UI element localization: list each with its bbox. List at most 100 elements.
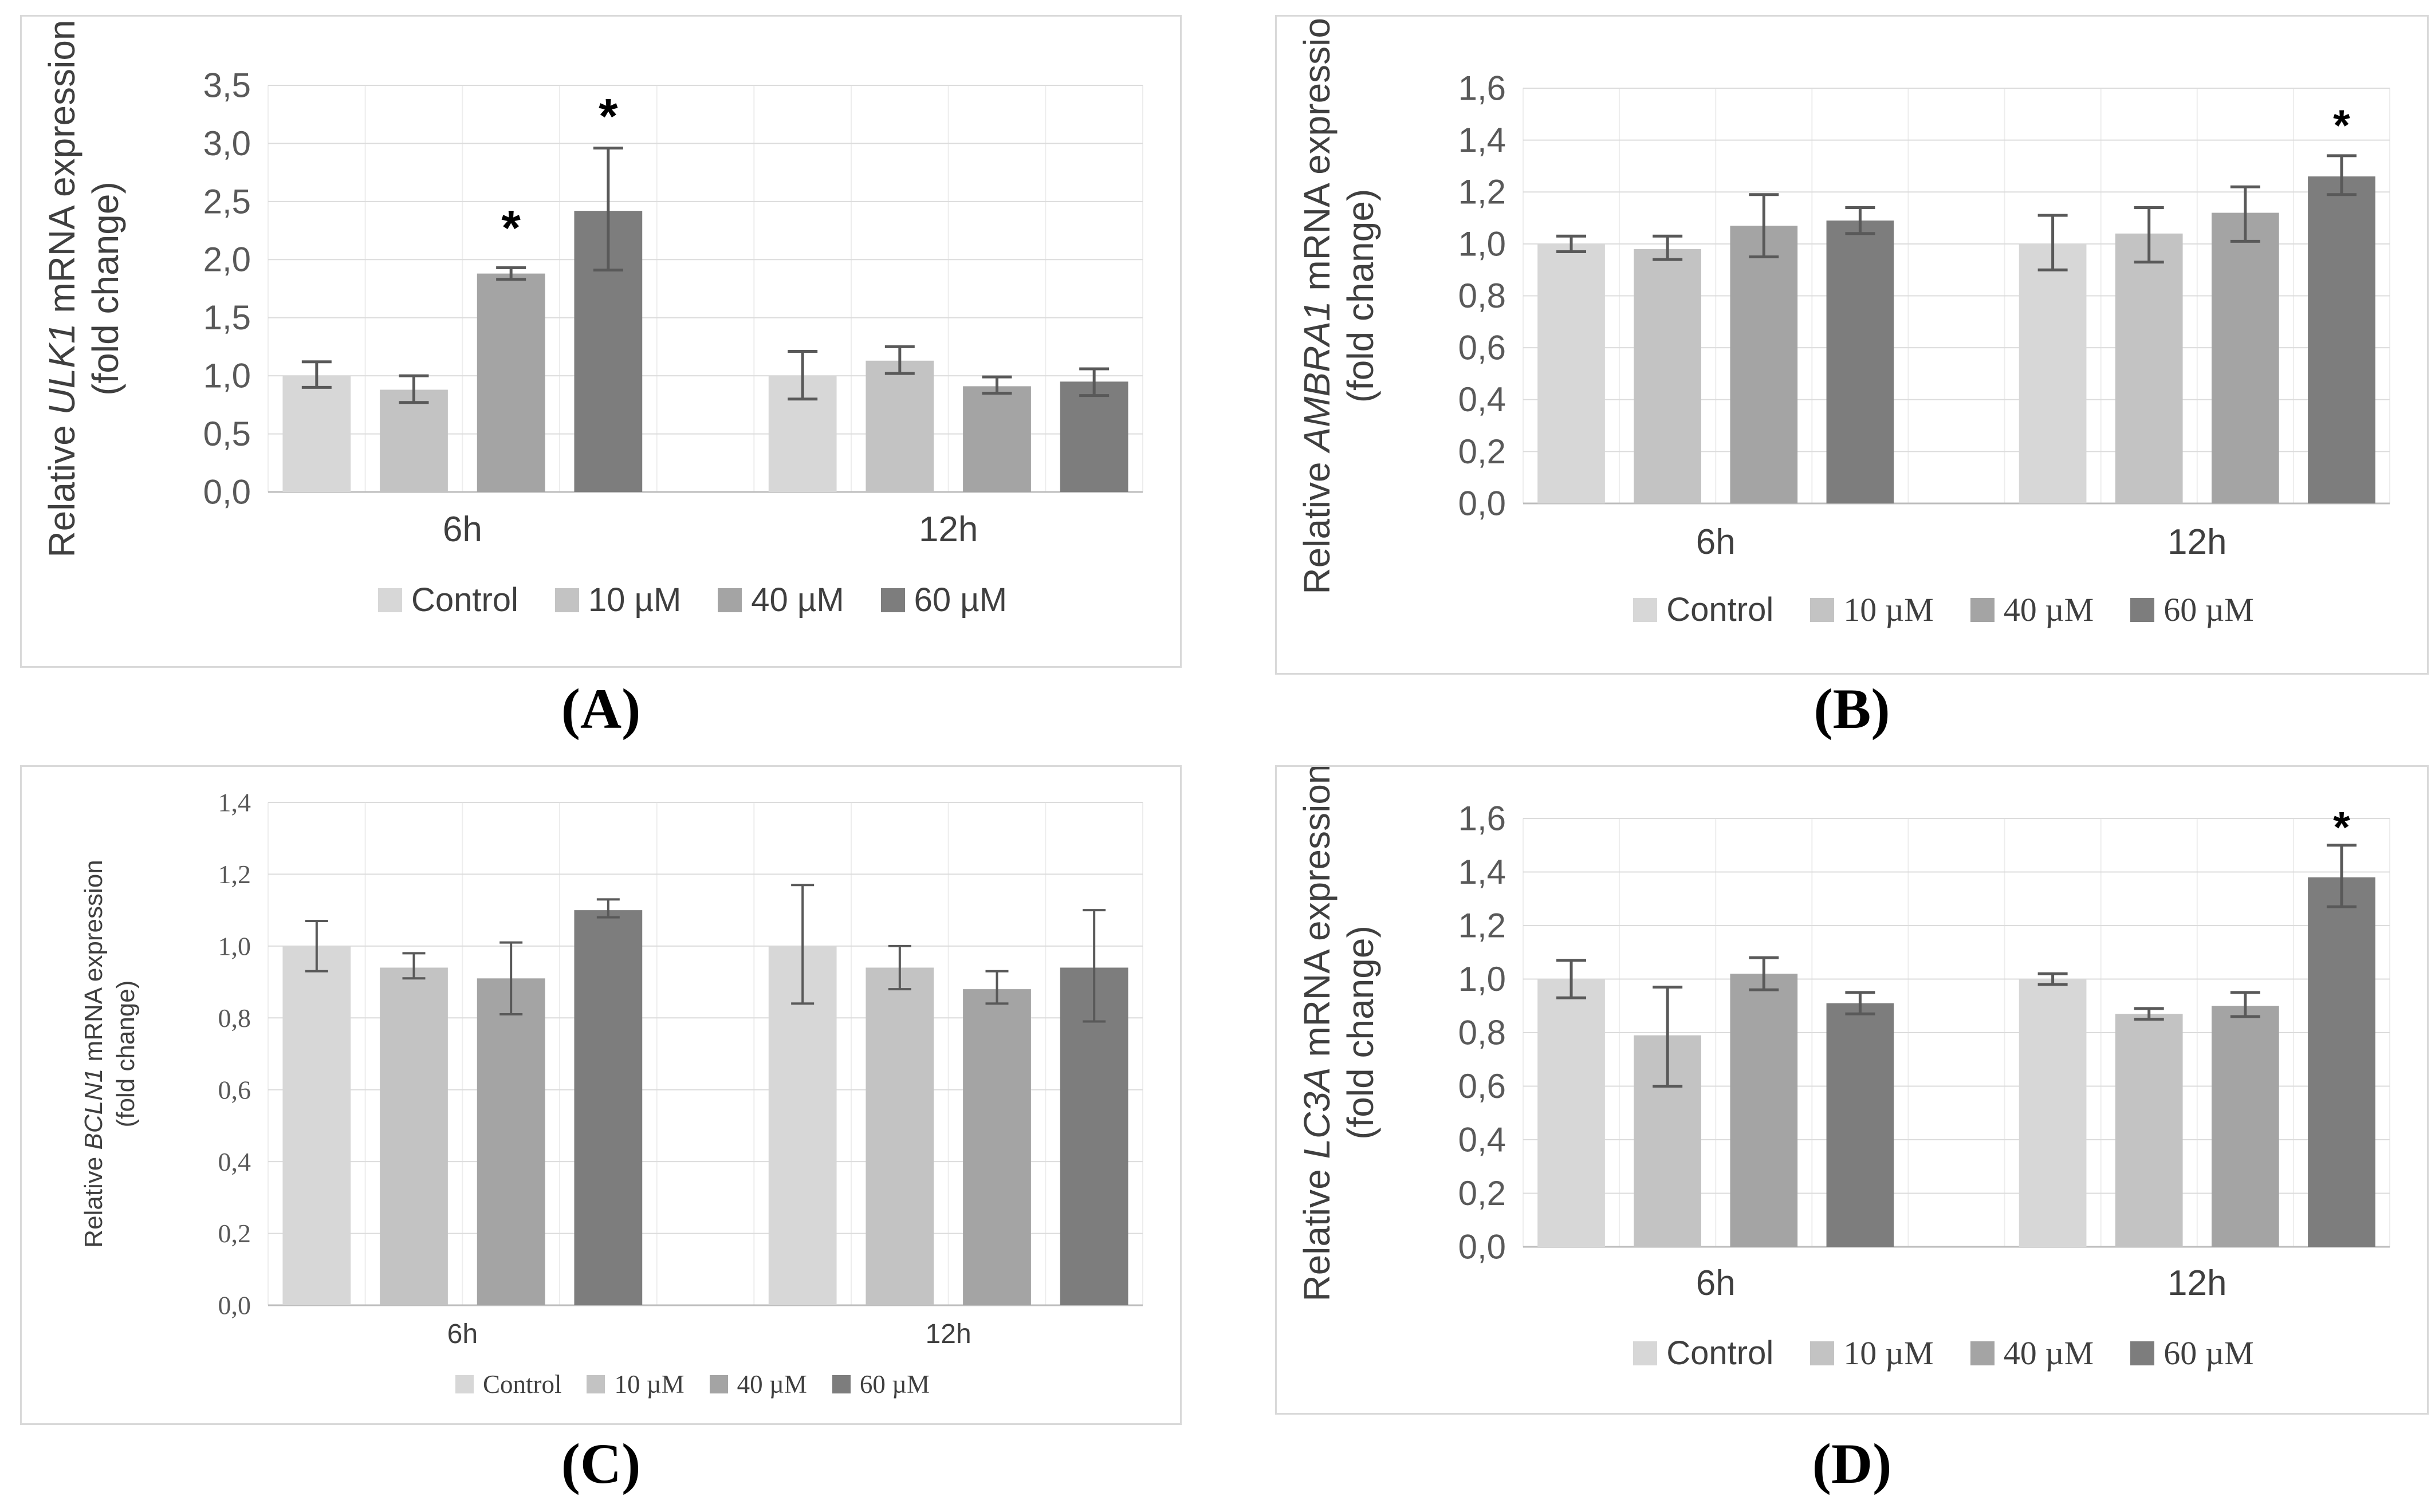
control-swatch-icon [1633,597,1658,622]
legend-item-control: Control [1633,590,1773,629]
legend-item-10um: 10 µM [1810,590,1934,629]
legend-label-60um: 60 µM [859,1370,930,1399]
legend-label-40um: 40 µM [2003,1334,2094,1372]
y-tick-label: 1,4 [1458,853,1506,891]
control-swatch-icon [1633,1341,1658,1365]
error-bar [305,919,328,972]
bar-Control-6h [1537,979,1605,1247]
legend-label-10um: 10 µM [614,1370,685,1399]
error-bar [788,350,818,401]
y-axis-label: Relative LC3A mRNA expression [1296,767,1338,1302]
panel-caption-c: (C) [561,1432,641,1495]
error-bar [2326,154,2357,196]
bar-60µM-6h [1826,220,1894,503]
category-label: 12h [2167,1263,2226,1303]
error-bar [1845,991,1875,1015]
y-tick-label: 1,2 [1458,906,1506,944]
error-bar [1556,234,1587,253]
legend-label-60um: 60 µM [2163,591,2254,628]
legend-label-control: Control [1666,591,1774,628]
legend: Control 10 µM 40 µM 60 µM [1483,590,2404,629]
bar-10µM-6h [380,389,448,492]
legend-label-10um: 10 µM [588,581,682,619]
y-axis-label: Relative AMBRA1 mRNA expression [1296,17,1338,594]
bar-10µM-12h [866,967,934,1305]
error-bar [2134,206,2164,264]
bar-60µM-12h [2308,176,2375,503]
legend-label-control: Control [411,581,518,619]
category-label: 12h [2167,522,2226,562]
error-bar [2134,1007,2164,1021]
chart-svg: 0,0 0,2 0,4 0,6 0,8 1,0 1,2 1,4 6h 12h Relative BC… [80,788,1143,1349]
error-bar [1653,986,1683,1088]
error-bar [1749,956,1779,991]
y-tick-label: 1,6 [1458,69,1506,107]
bar-Control-6h [282,946,351,1305]
y-tick-label: 1,0 [203,357,251,395]
bar-Control-12h [2019,243,2087,503]
legend-item-control: Control [377,581,518,619]
error-bar [1749,193,1779,259]
bar-10µM-12h [866,360,934,492]
swatch-40um-icon [709,1375,728,1393]
y-axis-label-line2: (fold change) [112,981,140,1128]
significance-asterisk: * [2333,101,2350,150]
panel-d-lc3a-chart: Control 10 µM 40 µM 60 µM 0,0 0,2 0,4 0,6 0,… [1275,765,2429,1415]
swatch-60um-icon [2130,597,2155,622]
error-bar [2326,844,2357,908]
y-tick-label: 0,2 [218,1219,251,1248]
panel-b-ambra1-chart: Control 10 µM 40 µM 60 µM 0,0 0,2 0,4 0,6 0,… [1275,15,2429,675]
legend-item-control: Control [455,1369,562,1399]
error-bar [985,970,1009,1005]
swatch-40um-icon [1970,597,1995,622]
y-axis-label-line2: (fold change) [1340,189,1381,403]
bar-Control-12h [2019,979,2087,1247]
legend-label-40um: 40 µM [2003,591,2094,628]
y-axis-label-line2: (fold change) [85,182,126,396]
y-tick-label: 1,4 [1458,121,1506,159]
y-tick-label: 1,4 [218,788,251,817]
y-tick-label: 3,0 [203,124,251,163]
error-bar [402,952,426,980]
category-label: 12h [919,510,978,549]
error-bar [2230,991,2260,1018]
y-axis-label: Relative ULK1 mRNA expression [41,19,82,557]
panel-caption-d: (D) [1812,1432,1892,1495]
panel-c-bcln1-chart: Control 10 µM 40 µM 60 µM 0,0 0,2 0,4 0,6 0,… [20,765,1182,1425]
bar-10µM-12h [2115,233,2183,503]
bar-60µM-6h [574,910,643,1305]
chart-svg: 0,0 0,2 0,4 0,6 0,8 1,0 1,2 1,4 1,6 6h 12h * Relativ… [1296,17,2390,594]
panel-caption-b: (B) [1814,677,1890,741]
legend-label-10um: 10 µM [1843,591,1934,628]
significance-asterisk: * [2333,803,2350,852]
legend-item-40um: 40 µM [718,581,844,619]
y-tick-label: 0,4 [218,1147,251,1176]
legend-item-10um: 10 µM [1810,1334,1934,1372]
bar-60µM-12h [1060,381,1128,492]
error-bar [399,374,429,404]
error-bar [301,360,332,389]
y-tick-label: 0,8 [1458,277,1506,315]
y-tick-label: 0,0 [218,1291,251,1320]
legend-label-control: Control [482,1370,562,1399]
y-tick-label: 0,0 [1458,484,1506,522]
bar-Control-6h [282,376,351,492]
error-bar [1845,206,1875,235]
swatch-10um-icon [1810,597,1835,622]
category-label: 12h [926,1319,971,1349]
y-tick-label: 1,5 [203,298,251,337]
category-label: 6h [1696,1263,1736,1303]
legend: Control 10 µM 40 µM 60 µM [228,1369,1157,1399]
y-axis-label: Relative BCLN1 mRNA expression [80,860,108,1247]
bar-40µM-12h [963,989,1031,1305]
legend-item-60um: 60 µM [2130,1334,2254,1372]
swatch-60um-icon [2130,1341,2155,1365]
legend-item-control: Control [1633,1334,1773,1372]
y-tick-label: 0,6 [1458,1067,1506,1105]
error-bar [982,375,1012,395]
y-tick-label: 2,0 [203,241,251,279]
y-tick-label: 0,6 [1458,329,1506,367]
error-bar [888,944,911,991]
y-axis-label-line2: (fold change) [1340,926,1381,1140]
